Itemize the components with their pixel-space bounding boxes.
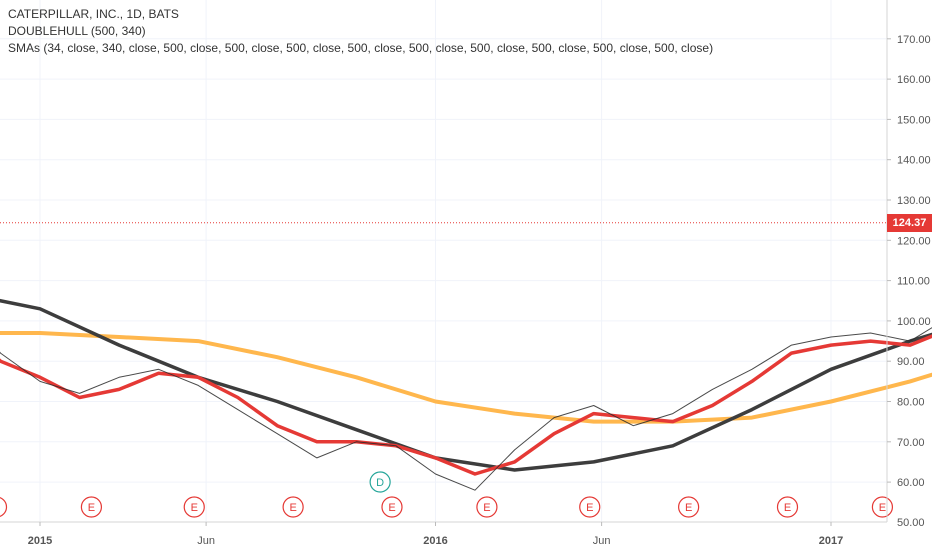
- earnings-marker-label: E: [685, 502, 692, 514]
- earnings-marker-label: E: [879, 502, 886, 514]
- grid: [0, 0, 887, 522]
- price-axis[interactable]: 60.00 70.00 80.00 90.00 100.00 110.00 120.00 13…: [887, 34, 931, 529]
- y-tick-label: 80.00: [897, 397, 925, 409]
- event-markers: EEEEEEEEEEEEEEEEEEED: [0, 471, 894, 518]
- y-tick-label: 130.00: [897, 195, 931, 207]
- earnings-marker: [579, 496, 601, 518]
- earnings-marker: [183, 496, 205, 518]
- time-axis[interactable]: 2015Jun2016Jun2017Jun2018Jun2019: [28, 522, 932, 547]
- earnings-marker: [80, 496, 103, 518]
- x-tick-label: Jun: [593, 535, 611, 547]
- y-tick-label: 170.00: [897, 34, 931, 46]
- indicator-smas[interactable]: SMAs (34, close, 340, close, 500, close,…: [8, 41, 714, 55]
- earnings-marker-label: E: [388, 502, 395, 514]
- earnings-marker: [678, 496, 700, 518]
- indicator-doublehull[interactable]: DOUBLEHULL (500, 340): [8, 24, 146, 38]
- x-tick-label: 2017: [819, 535, 843, 547]
- series-line-sma34: [0, 334, 932, 476]
- earnings-marker: [776, 496, 799, 518]
- earnings-marker-label: E: [586, 502, 593, 514]
- earnings-marker-label: E: [483, 502, 490, 514]
- y-tick-label: 70.00: [897, 437, 925, 449]
- earnings-marker-label: E: [289, 502, 296, 514]
- x-tick-label: 2016: [423, 535, 447, 547]
- last-price-label: 124.37: [887, 213, 932, 232]
- series-line-price: [0, 327, 932, 491]
- earnings-marker: [0, 496, 8, 518]
- y-tick-label: 120.00: [897, 235, 931, 247]
- dividend-marker-label: D: [376, 477, 384, 489]
- symbol-title[interactable]: CATERPILLAR, INC., 1D, BATS: [8, 7, 179, 21]
- chart-legend: CATERPILLAR, INC., 1D, BATS DOUBLEHULL (…: [8, 6, 713, 57]
- y-tick-label: 110.00: [897, 276, 930, 288]
- y-tick-label: 150.00: [897, 114, 931, 126]
- y-tick-label: 160.00: [897, 74, 931, 86]
- y-tick-label: 90.00: [897, 356, 925, 368]
- x-tick-label: Jun: [197, 535, 215, 547]
- series-line-sma500: [0, 331, 932, 424]
- y-tick-label: 60.00: [897, 477, 925, 489]
- earnings-marker: [476, 496, 498, 518]
- earnings-marker-label: E: [88, 502, 95, 514]
- y-tick-label: 50.00: [897, 517, 925, 529]
- y-tick-label: 100.00: [897, 316, 931, 328]
- y-tick-label: 140.00: [897, 155, 931, 167]
- earnings-marker-label: E: [191, 502, 198, 514]
- x-tick-label: 2015: [28, 535, 52, 547]
- earnings-marker-label: E: [784, 502, 791, 514]
- earnings-marker: [381, 496, 403, 518]
- dividend-marker: [369, 471, 391, 493]
- series-line-sma340: [0, 298, 932, 472]
- earnings-marker: [282, 496, 304, 518]
- series-layer: [0, 298, 932, 491]
